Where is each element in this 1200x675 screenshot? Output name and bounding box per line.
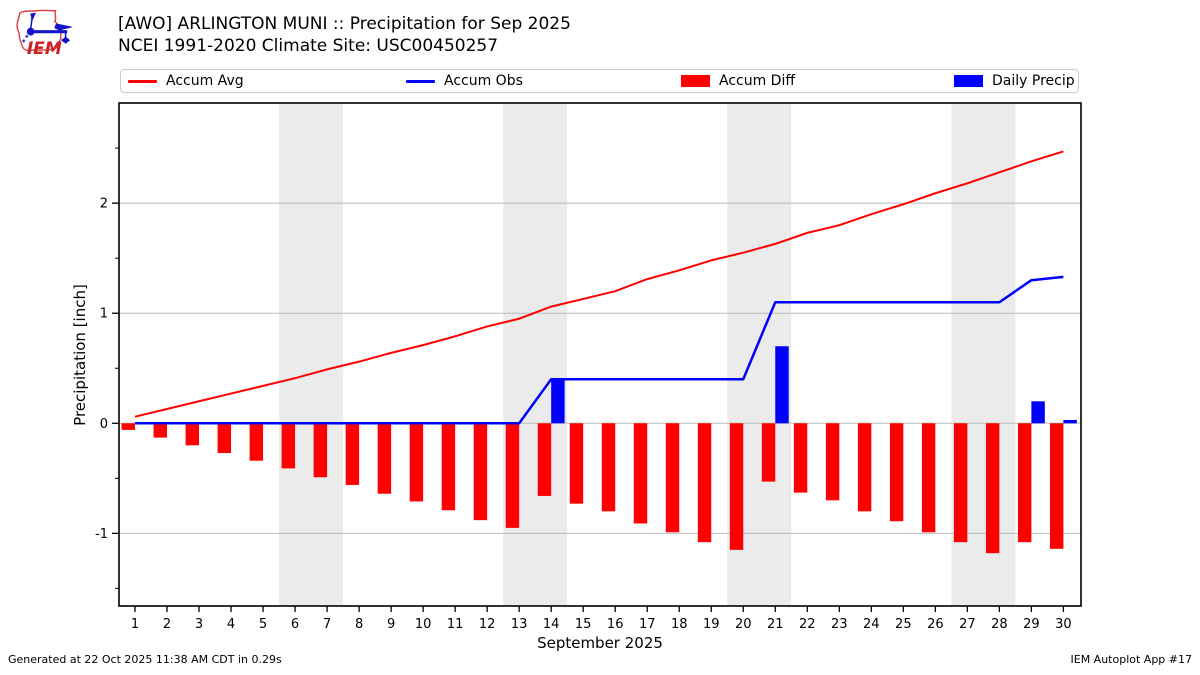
y-tick-label: 2 — [100, 197, 108, 212]
plot-frame — [118, 102, 1082, 607]
y-tick-label: 1 — [100, 307, 108, 322]
x-tick-label: 14 — [543, 617, 560, 632]
x-tick-label: 23 — [831, 617, 848, 632]
accum-diff-bar-day-30 — [1049, 423, 1064, 549]
accum-diff-bar-day-19 — [697, 423, 712, 543]
legend-item-daily-precip: Daily Precip — [954, 73, 1078, 89]
y-axis-label: Precipitation [inch] — [71, 284, 89, 426]
x-tick-label: 10 — [415, 617, 432, 632]
x-tick-label: 9 — [387, 617, 395, 632]
accum-diff-bar-day-12 — [473, 423, 488, 521]
accum-diff-bar-day-14 — [537, 423, 552, 496]
accum-obs-line — [135, 275, 1064, 425]
accum-diff-bar-day-15 — [569, 423, 584, 504]
accum-diff-bar-day-27 — [953, 423, 968, 543]
legend-label: Accum Obs — [444, 73, 523, 89]
x-tick-label: 11 — [447, 617, 464, 632]
accum-obs-swatch-icon — [406, 79, 435, 83]
accum-diff-bar-day-9 — [377, 423, 392, 494]
legend-item-accum-avg: Accum Avg — [128, 73, 406, 89]
weather-vane-icon — [22, 12, 72, 44]
x-tick-label: 25 — [895, 617, 912, 632]
accum-diff-bar-day-6 — [281, 423, 296, 469]
x-tick-label: 8 — [355, 617, 363, 632]
accum-diff-bar-day-16 — [601, 423, 616, 512]
x-axis-label: September 2025 — [537, 634, 663, 652]
x-tick-label: 19 — [703, 617, 720, 632]
accum-diff-bar-day-29 — [1017, 423, 1032, 543]
legend-label: Accum Avg — [166, 73, 244, 89]
x-tick-label: 16 — [607, 617, 624, 632]
daily-precip-swatch-icon — [954, 75, 983, 87]
x-tick-label: 27 — [959, 617, 976, 632]
chart-subtitle: NCEI 1991-2020 Climate Site: USC00450257 — [118, 36, 499, 57]
accum-diff-bar-day-20 — [729, 423, 744, 550]
x-tick-label: 28 — [991, 617, 1008, 632]
iem-logo: IEM — [16, 9, 72, 59]
chart-title: [AWO] ARLINGTON MUNI :: Precipitation fo… — [118, 14, 571, 34]
daily-precip-bar-day-21 — [775, 346, 789, 424]
accum-diff-bar-day-22 — [793, 423, 808, 493]
x-tick-label: 5 — [259, 617, 267, 632]
accum-diff-bar-day-8 — [345, 423, 360, 485]
weekend-band — [279, 103, 344, 606]
x-tick-label: 22 — [799, 617, 816, 632]
x-tick-label: 15 — [575, 617, 592, 632]
x-tick-label: 30 — [1055, 617, 1072, 632]
y-tick-label: 0 — [100, 417, 108, 432]
accum-avg-line — [134, 150, 1064, 418]
x-tick-label: 1 — [131, 617, 139, 632]
x-tick-label: 20 — [735, 617, 752, 632]
x-tick-label: 3 — [195, 617, 203, 632]
accum-diff-bar-day-24 — [857, 423, 872, 512]
accum-diff-bar-day-2 — [153, 423, 168, 438]
accum-diff-bar-day-10 — [409, 423, 424, 502]
daily-precip-bar-day-30 — [1063, 419, 1077, 424]
legend-label: Daily Precip — [992, 73, 1075, 89]
legend: Accum Avg Accum Obs Accum Diff Daily Precip — [120, 69, 1079, 93]
iem-logo-text: IEM — [27, 39, 62, 59]
y-tick-label: -1 — [95, 527, 108, 542]
accum-diff-bar-day-1 — [121, 423, 136, 430]
x-tick-label: 13 — [511, 617, 528, 632]
accum-diff-bar-day-17 — [633, 423, 648, 524]
accum-diff-bar-day-25 — [889, 423, 904, 522]
daily-precip-bar-day-29 — [1031, 401, 1045, 424]
iowa-outline-icon — [16, 9, 62, 52]
app-credit: IEM Autoplot App #17 — [1070, 653, 1193, 666]
legend-item-accum-diff: Accum Diff — [681, 73, 954, 89]
daily-precip-bar-day-14 — [551, 379, 565, 424]
accum-diff-bar-day-13 — [505, 423, 520, 528]
accum-diff-bar-day-3 — [185, 423, 200, 446]
legend-item-accum-obs: Accum Obs — [406, 73, 681, 89]
accum-diff-bar-day-5 — [249, 423, 264, 461]
accum-avg-swatch-icon — [128, 79, 157, 83]
x-tick-label: 18 — [671, 617, 688, 632]
accum-diff-bar-day-28 — [985, 423, 1000, 554]
x-tick-label: 29 — [1023, 617, 1040, 632]
x-tick-label: 2 — [163, 617, 171, 632]
generated-timestamp: Generated at 22 Oct 2025 11:38 AM CDT in… — [8, 653, 282, 666]
accum-diff-swatch-icon — [681, 75, 710, 87]
chart-titles: [AWO] ARLINGTON MUNI :: Precipitation fo… — [118, 13, 571, 58]
x-tick-label: 17 — [639, 617, 656, 632]
x-tick-label: 12 — [479, 617, 496, 632]
x-tick-label: 7 — [323, 617, 331, 632]
x-tick-label: 21 — [767, 617, 784, 632]
accum-diff-bar-day-23 — [825, 423, 840, 501]
legend-label: Accum Diff — [719, 73, 796, 89]
accum-diff-bar-day-18 — [665, 423, 680, 533]
accum-diff-bar-day-21 — [761, 423, 776, 482]
accum-diff-bar-day-11 — [441, 423, 456, 511]
x-tick-label: 26 — [927, 617, 944, 632]
accum-diff-bar-day-7 — [313, 423, 328, 478]
weekend-band — [503, 103, 568, 606]
x-tick-label: 24 — [863, 617, 880, 632]
x-tick-label: 4 — [227, 617, 235, 632]
accum-diff-bar-day-4 — [217, 423, 232, 454]
x-tick-label: 6 — [291, 617, 299, 632]
accum-diff-bar-day-26 — [921, 423, 936, 533]
